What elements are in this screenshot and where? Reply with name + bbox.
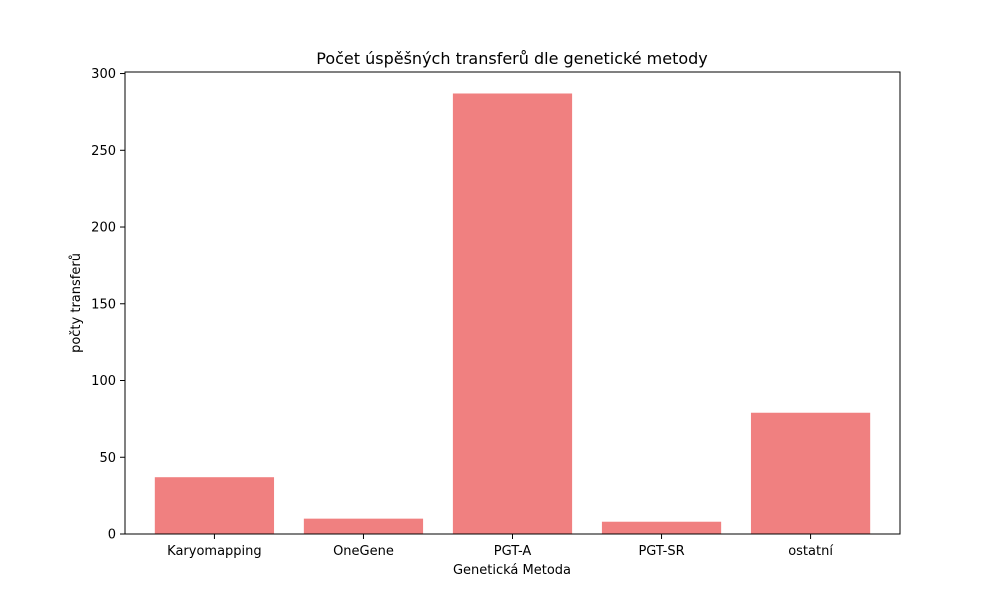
x-axis-label: Genetická Metoda [453, 563, 571, 578]
bar-onegene [303, 518, 424, 534]
y-tick-label: 300 [91, 67, 116, 82]
y-tick-label: 150 [91, 297, 116, 312]
y-axis-label: počty transferů [69, 253, 84, 353]
chart-title: Počet úspěšných transferů dle genetické … [316, 49, 708, 68]
x-axis: Karyomapping OneGene PGT-A PGT-SR ostatní [167, 534, 833, 559]
y-tick-label: 0 [108, 528, 116, 543]
x-tick-label: PGT-SR [638, 544, 684, 559]
x-tick-label: Karyomapping [167, 544, 262, 559]
bar-karyomapping [154, 477, 275, 534]
y-tick-label: 100 [91, 374, 116, 389]
x-tick-label: ostatní [788, 544, 833, 559]
y-tick-label: 250 [91, 144, 116, 159]
bar-pgt-a [452, 93, 573, 535]
x-tick-label: PGT-A [494, 544, 532, 559]
y-tick-label: 200 [91, 221, 116, 236]
bar-pgt-sr [601, 521, 722, 534]
bars-group [154, 93, 871, 535]
bar-ostatn- [750, 412, 871, 534]
plot-frame [124, 71, 901, 535]
y-tick-label: 50 [99, 451, 116, 466]
y-axis: 0 50 100 150 200 250 300 [91, 67, 125, 543]
x-tick-label: OneGene [333, 544, 394, 559]
